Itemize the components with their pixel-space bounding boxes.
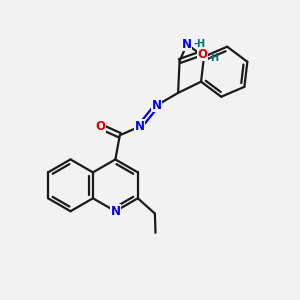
Text: N: N (135, 120, 145, 133)
Text: N: N (182, 38, 192, 51)
Text: O: O (197, 47, 208, 61)
Text: N: N (152, 99, 162, 112)
Text: O: O (95, 120, 105, 133)
Text: N: N (110, 205, 120, 218)
Text: -H: -H (208, 52, 220, 62)
Text: -H: -H (194, 39, 206, 49)
